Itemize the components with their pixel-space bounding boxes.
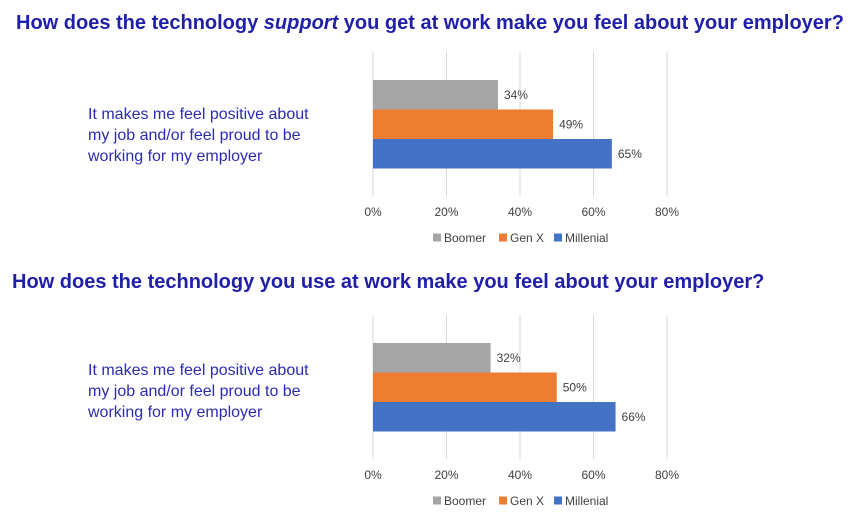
chart-2-x-tick-label: 80%: [655, 468, 679, 482]
chart-2-category-label: It makes me feel positive about my job a…: [88, 362, 309, 421]
chart-1-legend-entry: Gen X: [510, 231, 544, 245]
chart-2-bar-boomer: [373, 343, 491, 373]
chart-2-data-label: 32%: [497, 351, 521, 365]
chart-2-bar-gen-x: [373, 372, 557, 402]
chart-2-x-tick-label: 0%: [364, 468, 382, 482]
chart-2-legend-entry: Millenial: [565, 494, 608, 508]
chart-1-legend-swatch: [554, 233, 562, 242]
chart-1-bar-boomer: [373, 80, 498, 110]
chart-2-data-label: 50%: [563, 380, 587, 394]
chart-2-title: How does the technology you use at work …: [12, 271, 765, 293]
chart-1-data-label: 34%: [504, 88, 528, 102]
chart-1-title: How does the technology support you get …: [16, 12, 844, 34]
chart-2-data-label: 66%: [622, 410, 646, 424]
chart-2-legend-entry: Boomer: [444, 494, 486, 508]
chart-1-data-label: 49%: [559, 117, 583, 131]
chart-2-x-tick-label: 40%: [508, 468, 532, 482]
chart-2-legend-swatch: [499, 496, 507, 505]
chart-1-category-label: It makes me feel positive about my job a…: [88, 106, 309, 165]
chart-1-x-tick-label: 40%: [508, 205, 532, 219]
chart-2-x-tick-label: 60%: [581, 468, 605, 482]
chart-1-x-tick-label: 60%: [581, 205, 605, 219]
chart-1-data-label: 65%: [618, 147, 642, 161]
chart-2-legend-entry: Gen X: [510, 494, 544, 508]
chart-2-legend-swatch: [554, 496, 562, 505]
chart-1-x-tick-label: 20%: [434, 205, 458, 219]
chart-1-legend-entry: Boomer: [444, 231, 486, 245]
chart-1-x-tick-label: 80%: [655, 205, 679, 219]
chart-2-x-tick-label: 20%: [434, 468, 458, 482]
chart-1: 0% 20% 40% 60% 80% 34% 49% 65% Boomer Gen X Millen…: [364, 52, 679, 245]
chart-2: 0% 20% 40% 60% 80% 32% 50% 66% Boomer Gen X Millen…: [364, 315, 679, 508]
chart-1-bar-millenial: [373, 139, 612, 169]
chart-2-bar-millenial: [373, 402, 616, 432]
chart-1-legend-swatch: [433, 233, 441, 242]
chart-1-legend-entry: Millenial: [565, 231, 608, 245]
chart-1-x-tick-label: 0%: [364, 205, 382, 219]
chart-2-legend-swatch: [433, 496, 441, 505]
chart-1-bar-gen-x: [373, 109, 554, 139]
chart-1-legend-swatch: [499, 233, 507, 242]
